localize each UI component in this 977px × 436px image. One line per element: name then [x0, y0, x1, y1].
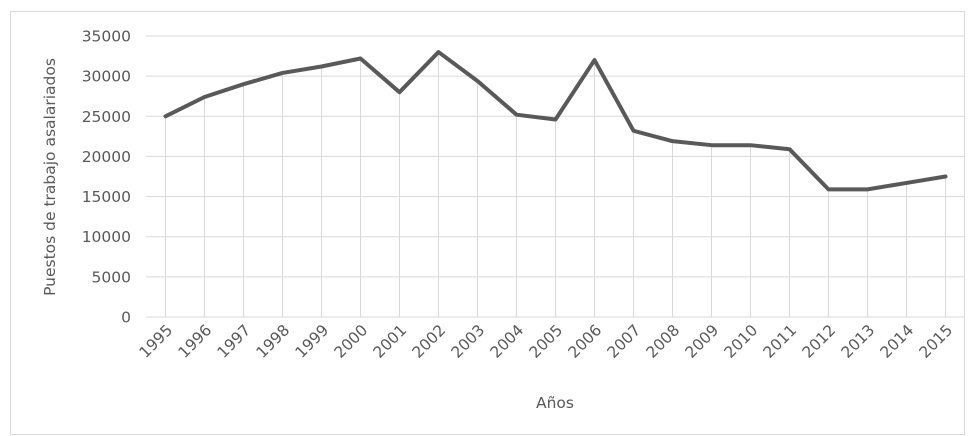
- x-tick-label: 2004: [487, 321, 528, 362]
- y-tick-label: 25000: [82, 108, 131, 126]
- x-tick-label: 2001: [370, 321, 411, 362]
- series-group: [163, 50, 948, 192]
- y-axis-ticks: 0 5000 10000 15000 20000 25000 30000 35000: [82, 28, 131, 327]
- y-tick-label: 5000: [92, 268, 131, 286]
- x-axis-ticks: 1995199619971998199920002001200220032004…: [136, 321, 957, 362]
- x-axis-title: Años: [536, 394, 574, 412]
- y-axis-title: Puestos de trabajo asalariados: [41, 58, 59, 296]
- x-tick-label: 2012: [799, 321, 840, 362]
- y-tick-label: 0: [121, 309, 131, 327]
- x-tick-label: 2007: [604, 321, 645, 362]
- x-tick-label: 1996: [175, 321, 216, 362]
- chart-frame: [10, 11, 965, 435]
- x-tick-label: 2009: [682, 321, 723, 362]
- y-tick-label: 30000: [82, 68, 131, 86]
- x-tick-label: 1995: [136, 321, 177, 362]
- x-tick-label: 2011: [760, 321, 801, 362]
- y-tick-label: 20000: [82, 148, 131, 166]
- vertical-gridlines: [165, 52, 946, 317]
- x-tick-label: 2002: [409, 321, 450, 362]
- y-tick-label: 15000: [82, 188, 131, 206]
- y-tick-label: 35000: [82, 28, 131, 46]
- x-tick-label: 1997: [214, 321, 255, 362]
- x-tick-label: 2015: [916, 321, 957, 362]
- x-tick-label: 2014: [877, 321, 918, 362]
- x-tick-label: 2010: [721, 321, 762, 362]
- series-line: [163, 50, 948, 192]
- x-tick-label: 1999: [292, 321, 333, 362]
- x-tick-label: 2006: [565, 321, 606, 362]
- x-tick-label: 1998: [253, 321, 294, 362]
- x-tick-label: 2000: [331, 321, 372, 362]
- x-tick-label: 2003: [448, 321, 489, 362]
- x-tick-label: 2005: [526, 321, 567, 362]
- x-tick-label: 2008: [643, 321, 684, 362]
- y-tick-label: 10000: [82, 228, 131, 246]
- x-tick-label: 2013: [838, 321, 879, 362]
